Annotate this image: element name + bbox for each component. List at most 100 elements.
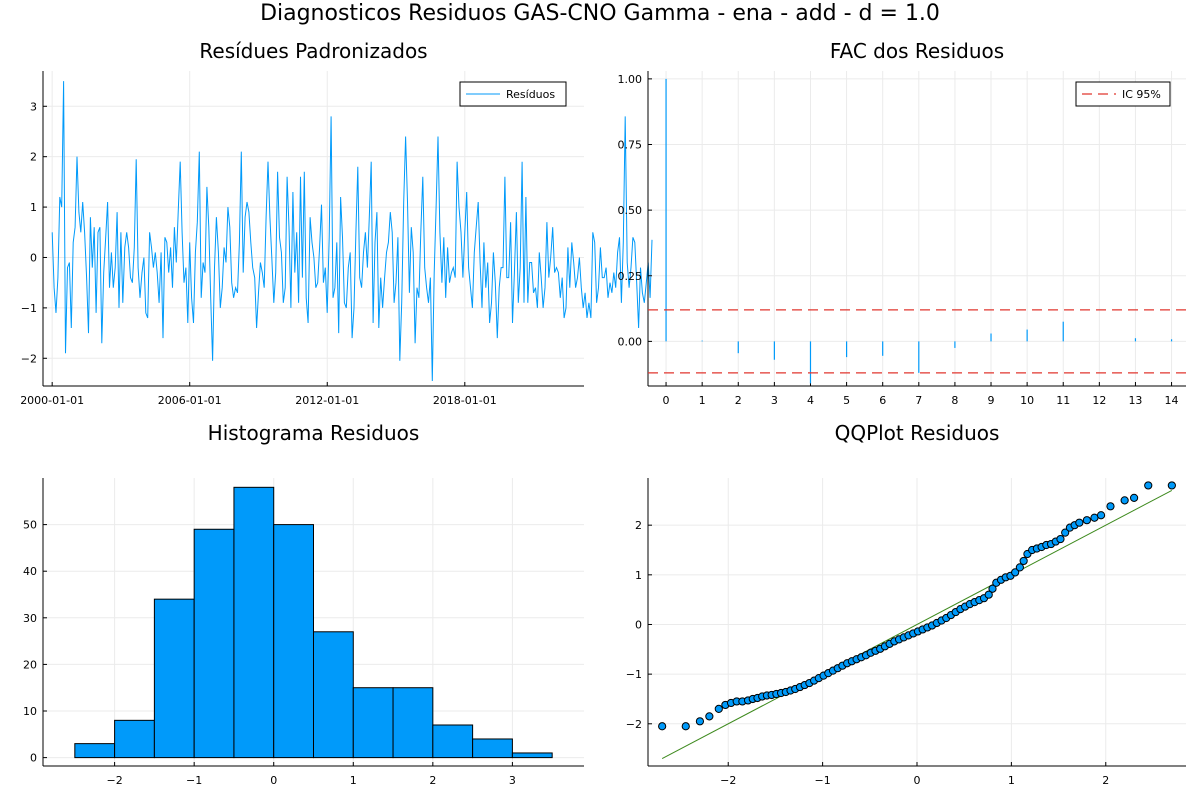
residuals-series-line	[51, 81, 653, 382]
histogram-bar	[392, 687, 434, 759]
qqplot-point	[695, 717, 705, 726]
acf-xtick-label: 13	[1128, 394, 1142, 407]
acf-ytick-label: 0.75	[618, 139, 643, 152]
acf-xtick-label: 12	[1092, 394, 1106, 407]
acf-xtick-label: 10	[1020, 394, 1034, 407]
residuals-ytick-label: −1	[21, 302, 37, 315]
qqplot-point	[681, 722, 690, 731]
qqplot-point	[1144, 481, 1153, 490]
histogram-ytick-label: 40	[23, 565, 37, 578]
histogram-bar	[432, 724, 474, 759]
histogram-bar	[233, 486, 275, 759]
qqplot-point	[1129, 493, 1139, 502]
acf-ytick-label: 1.00	[618, 73, 643, 86]
histogram-ytick-label: 50	[23, 519, 37, 532]
residuals-ytick-label: 0	[30, 251, 37, 264]
histogram-xtick-label: 3	[509, 774, 516, 787]
qqplot-point	[1096, 511, 1106, 520]
acf-xtick-label: 14	[1165, 394, 1179, 407]
acf-xtick-label: 4	[807, 394, 814, 407]
acf-xtick-label: 3	[771, 394, 778, 407]
qqplot-xtick-label: 0	[914, 774, 921, 787]
qqplot-ytick-label: −2	[626, 718, 642, 731]
histogram-ytick-label: 0	[30, 752, 37, 765]
qqplot-xtick-label: −1	[815, 774, 831, 787]
residuals-xtick-label: 2006-01-01	[158, 394, 222, 407]
histogram-bar	[153, 598, 195, 759]
qqplot-point	[1056, 534, 1065, 544]
histogram-ytick-label: 10	[23, 705, 37, 718]
qqplot-xtick-label: −2	[720, 774, 736, 787]
residuals-panel: Resídues Padronizados 2000-01-01 2006-01-0…	[20, 39, 653, 407]
qqplot-point	[1120, 496, 1129, 505]
histogram-bar	[193, 528, 235, 759]
histogram-xtick-label: −1	[186, 774, 202, 787]
qqplot-ytick-label: 1	[635, 569, 642, 582]
residuals-ytick-label: 2	[30, 151, 37, 164]
histogram-xtick-label: 1	[350, 774, 357, 787]
qqplot-xtick-label: 2	[1102, 774, 1109, 787]
acf-ytick-label: 0.50	[618, 204, 643, 217]
histogram-bar	[313, 631, 354, 759]
qqplot-point	[714, 704, 723, 713]
qqplot-point	[1061, 528, 1070, 537]
acf-xtick-label: 6	[879, 394, 886, 407]
histogram-ytick-label: 20	[23, 658, 37, 671]
qqplot-ytick-label: −1	[626, 668, 642, 681]
histogram-xtick-label: 0	[270, 774, 277, 787]
qqplot-title: QQPlot Residuos	[835, 421, 1000, 445]
acf-xtick-label: 9	[988, 394, 995, 407]
qqplot-point	[1011, 568, 1020, 577]
qqplot-point	[1167, 481, 1176, 490]
residuals-legend: Resíduos	[459, 81, 567, 107]
residuals-xtick-label: 2012-01-01	[295, 394, 359, 407]
residuals-xtick-label: 2018-01-01	[433, 394, 497, 407]
qqplot-point	[1019, 556, 1028, 566]
histogram-ytick-label: 30	[23, 612, 37, 625]
qqplot-xtick-label: 1	[1008, 774, 1015, 787]
qqplot-point	[1106, 502, 1115, 511]
qqplot-point	[1082, 516, 1091, 525]
residuals-xtick-label: 2000-01-01	[20, 394, 84, 407]
qqplot-ytick-label: 2	[635, 519, 642, 532]
acf-legend-label: IC 95%	[1122, 88, 1161, 101]
acf-ytick-label: 0.25	[618, 270, 643, 283]
acf-xtick-label: 0	[663, 394, 670, 407]
histogram-xtick-label: 2	[429, 774, 436, 787]
acf-xtick-label: 8	[951, 394, 958, 407]
qqplot-point	[988, 584, 997, 593]
histogram-bar	[352, 687, 394, 759]
qqplot-point	[705, 712, 714, 721]
acf-xtick-label: 2	[735, 394, 742, 407]
qqplot-reference-line	[661, 489, 1173, 759]
acf-xtick-label: 11	[1056, 394, 1070, 407]
acf-xtick-label: 5	[843, 394, 850, 407]
acf-ytick-label: 0.00	[618, 335, 643, 348]
histogram-bar	[114, 719, 155, 759]
residuals-title: Resídues Padronizados	[199, 39, 427, 63]
residuals-ytick-label: 3	[30, 100, 37, 113]
acf-legend: IC 95%	[1075, 81, 1171, 107]
qqplot-panel: QQPlot Residuos −2 −1 0 1 2 −2 −1 0 1 2	[626, 421, 1186, 787]
qqplot-point	[658, 722, 667, 731]
histogram-xtick-label: −2	[106, 774, 122, 787]
residuals-ytick-label: −2	[21, 352, 37, 365]
histogram-bar	[273, 524, 314, 759]
histogram-title: Histograma Residuos	[208, 421, 420, 445]
acf-xtick-label: 7	[915, 394, 922, 407]
residuals-ytick-label: 1	[30, 201, 37, 214]
figure-suptitle: Diagnosticos Residuos GAS-CNO Gamma - en…	[260, 1, 940, 26]
histogram-bar	[511, 752, 553, 759]
residuals-legend-label: Resíduos	[506, 88, 555, 101]
qqplot-point	[984, 590, 993, 599]
histogram-bar	[74, 743, 116, 759]
qqplot-point	[1075, 518, 1084, 527]
acf-title: FAC dos Residuos	[830, 39, 1004, 63]
qqplot-ytick-label: 0	[635, 618, 642, 631]
qqplot-point	[1015, 563, 1024, 572]
histogram-bar	[472, 738, 513, 759]
